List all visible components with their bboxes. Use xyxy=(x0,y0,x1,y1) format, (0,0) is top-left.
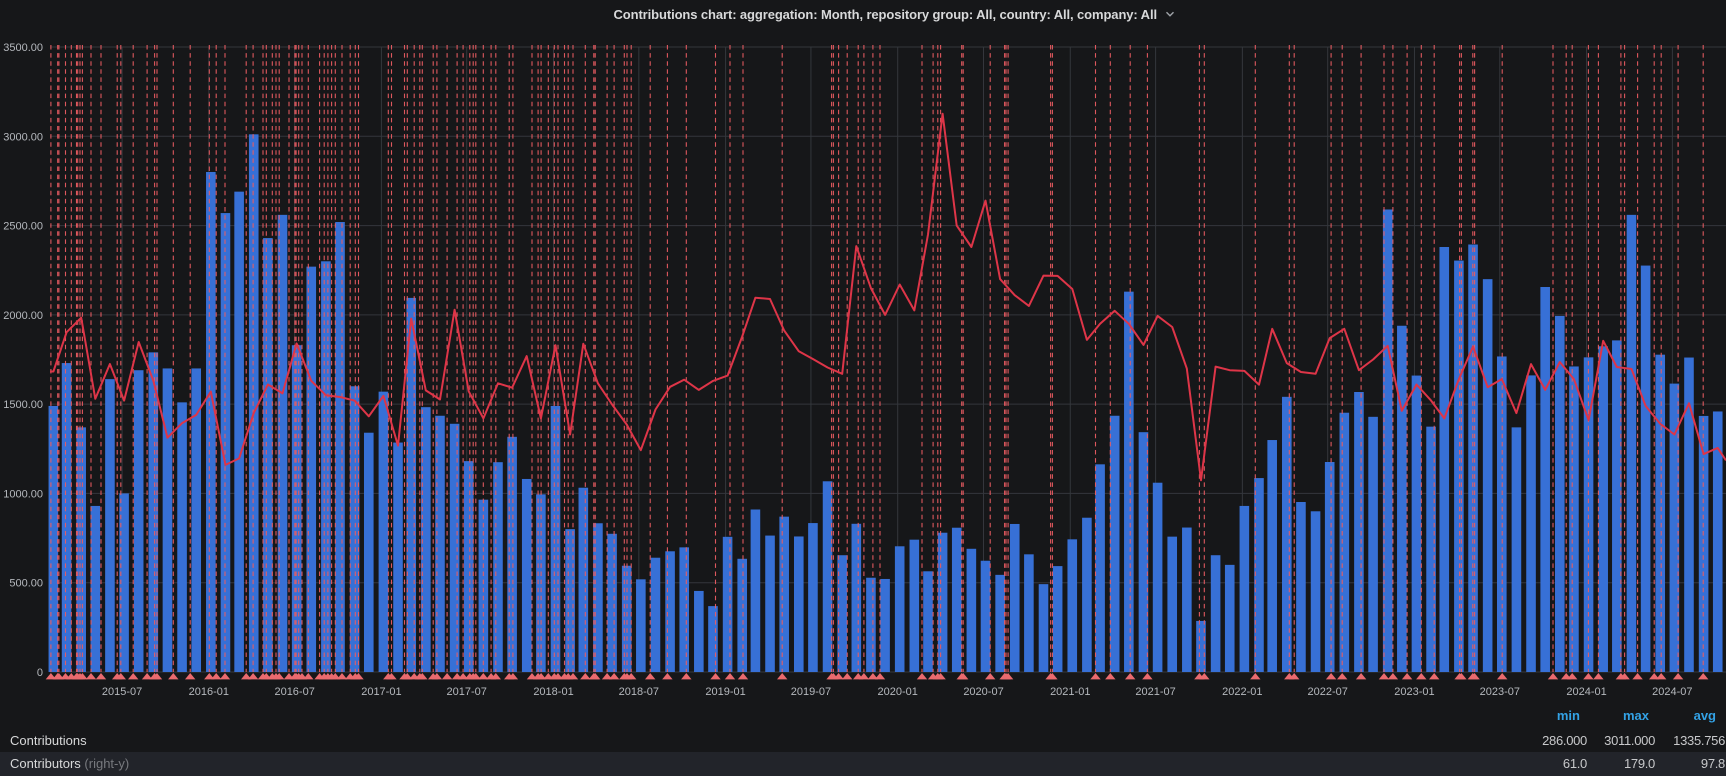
svg-text:2500.00: 2500.00 xyxy=(3,221,43,233)
svg-text:0: 0 xyxy=(37,667,43,679)
svg-text:2018-07: 2018-07 xyxy=(619,686,659,698)
svg-text:500.00: 500.00 xyxy=(9,578,43,590)
svg-text:2020-01: 2020-01 xyxy=(878,686,918,698)
svg-text:1000.00: 1000.00 xyxy=(3,488,43,500)
svg-text:2022-07: 2022-07 xyxy=(1308,686,1348,698)
svg-text:2019-07: 2019-07 xyxy=(791,686,831,698)
svg-text:2023-01: 2023-01 xyxy=(1394,686,1434,698)
svg-text:2024-01: 2024-01 xyxy=(1566,686,1606,698)
svg-text:2022-01: 2022-01 xyxy=(1222,686,1262,698)
svg-text:2017-01: 2017-01 xyxy=(361,686,401,698)
svg-text:2015-07: 2015-07 xyxy=(102,686,142,698)
svg-text:2016-01: 2016-01 xyxy=(189,686,229,698)
svg-text:2000.00: 2000.00 xyxy=(3,310,43,322)
svg-text:3000.00: 3000.00 xyxy=(3,131,43,143)
svg-text:2019-01: 2019-01 xyxy=(705,686,745,698)
svg-text:2021-07: 2021-07 xyxy=(1135,686,1175,698)
svg-text:2024-07: 2024-07 xyxy=(1652,686,1692,698)
svg-text:2018-01: 2018-01 xyxy=(533,686,573,698)
svg-text:3500.00: 3500.00 xyxy=(3,42,43,54)
svg-text:1500.00: 1500.00 xyxy=(3,399,43,411)
svg-text:2023-07: 2023-07 xyxy=(1480,686,1520,698)
svg-text:2017-07: 2017-07 xyxy=(447,686,487,698)
svg-text:2021-01: 2021-01 xyxy=(1050,686,1090,698)
svg-text:2016-07: 2016-07 xyxy=(274,686,314,698)
svg-text:2020-07: 2020-07 xyxy=(963,686,1003,698)
